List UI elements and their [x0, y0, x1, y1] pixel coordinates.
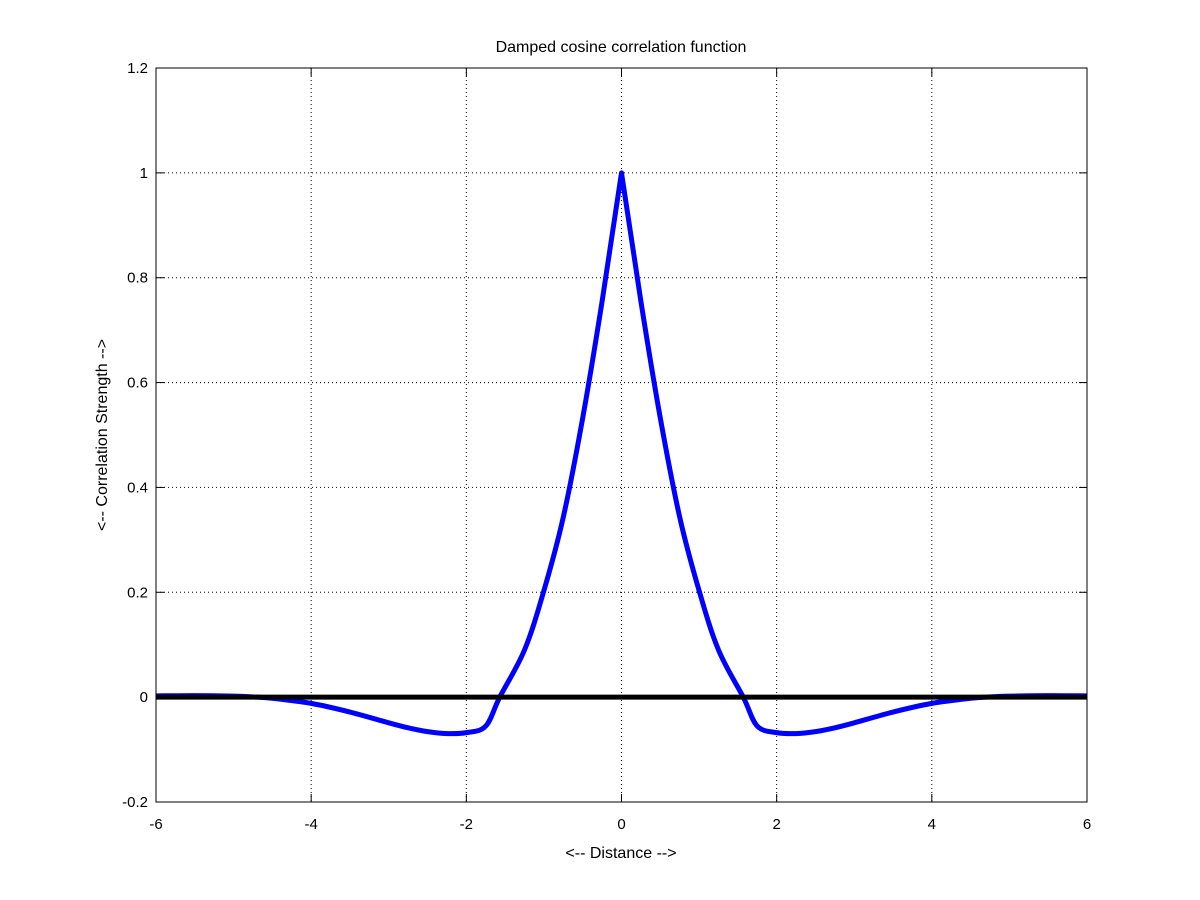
y-tick-label: 0.8 — [127, 270, 148, 287]
x-tick-label: 0 — [617, 816, 625, 833]
y-tick-label: 0 — [140, 689, 148, 706]
y-tick-label: 1 — [140, 165, 148, 182]
y-axis-title: <-- Correlation Strength --> — [94, 339, 111, 531]
correlation-curve-series — [155, 170, 1088, 737]
x-tick-label: -6 — [149, 816, 162, 833]
x-tick-label: 2 — [772, 816, 780, 833]
x-tick-label: 6 — [1083, 816, 1091, 833]
tick-layer: -6 -4 -2 0 2 4 6 -0.2 0 0.2 0.4 0.6 0.8 1 1.2 — [122, 60, 1091, 833]
x-tick-label: 4 — [928, 816, 936, 833]
x-tick-label: -4 — [304, 816, 317, 833]
y-tick-label: 0.2 — [127, 584, 148, 601]
y-tick-label: 0.6 — [127, 375, 148, 392]
y-tick-label: 0.4 — [127, 479, 148, 496]
series-layer — [155, 170, 1088, 737]
x-axis-title: <-- Distance --> — [565, 845, 676, 862]
x-tick-label: -2 — [460, 816, 473, 833]
chart-title: Damped cosine correlation function — [496, 39, 747, 56]
y-tick-label: 1.2 — [127, 60, 148, 77]
y-tick-label: -0.2 — [122, 794, 148, 811]
